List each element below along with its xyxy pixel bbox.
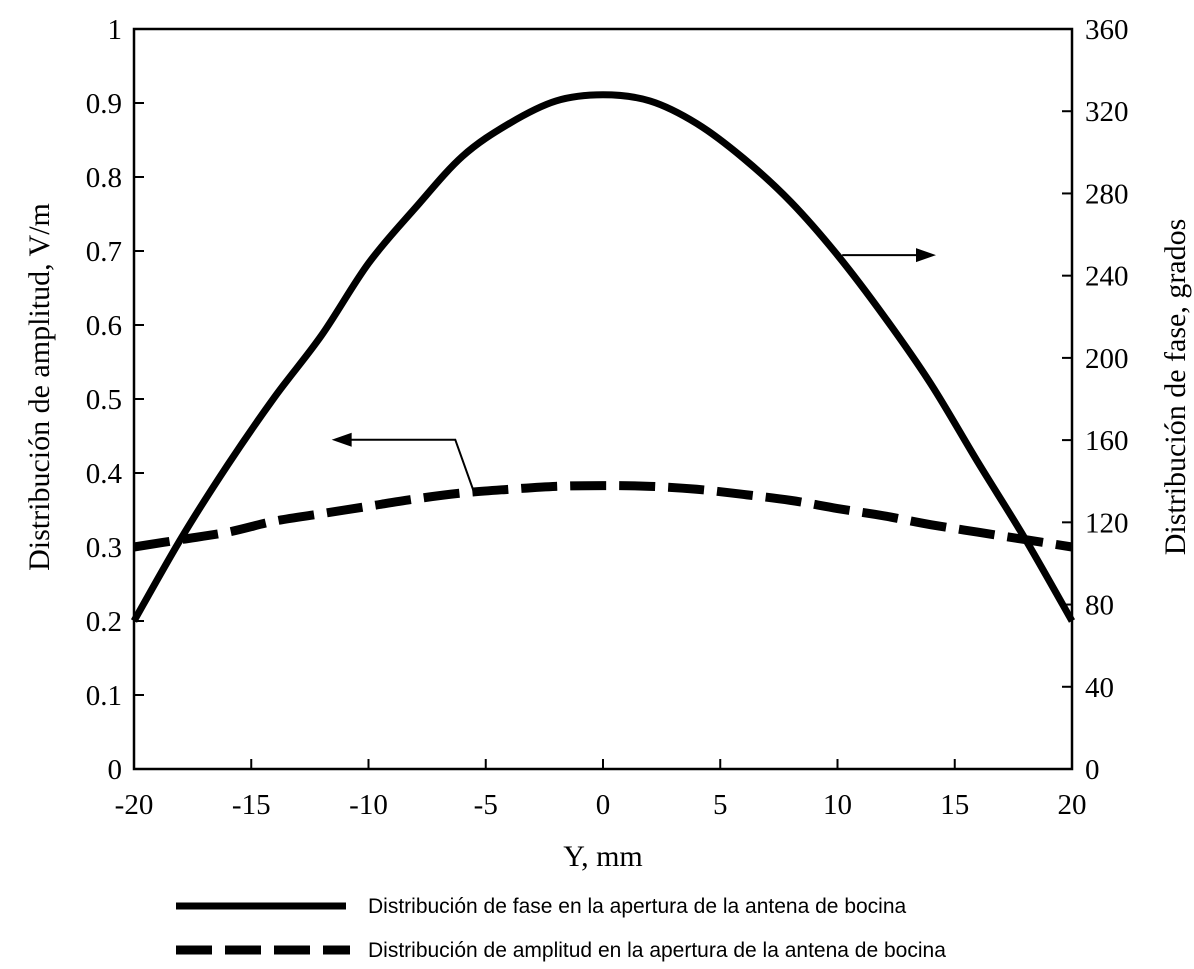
x-tick-label: -10 (349, 789, 388, 821)
y-right-tick-label: 0 (1085, 754, 1100, 786)
y-right-tick-label: 280 (1085, 178, 1129, 210)
x-tick-label: 10 (823, 789, 852, 821)
x-axis-title: Y, mm (563, 840, 642, 873)
y-left-tick-label: 0.6 (86, 310, 122, 342)
y-axis-right-title: Distribución de fase, grados (1159, 219, 1192, 556)
y-right-tick-label: 80 (1085, 590, 1114, 622)
x-tick-label: -5 (474, 789, 498, 821)
y-right-tick-label: 160 (1085, 425, 1129, 457)
amplitude-arrow-head (331, 432, 352, 447)
y-axis-left-title: Distribución de amplitud, V/m (23, 203, 56, 571)
x-tick-label: 5 (713, 789, 728, 821)
y-left-tick-label: 0.1 (86, 680, 122, 712)
series-line-amplitude (133, 481, 1073, 552)
series-group (130, 91, 1076, 623)
y-right-tick-label: 120 (1085, 507, 1129, 539)
tick-labels: -20 -15 -10 -5 0 5 10 15 2000.10.20.30.40.50.60.… (86, 14, 1129, 821)
x-tick-label: -15 (232, 789, 271, 821)
legend-label-amplitude: Distribución de amplitud en la apertura … (368, 939, 946, 962)
y-left-tick-label: 0.7 (86, 236, 122, 268)
y-right-tick-label: 240 (1085, 261, 1129, 293)
y-right-tick-label: 360 (1085, 14, 1129, 46)
y-left-tick-label: 0.2 (86, 606, 122, 638)
y-left-tick-label: 0.8 (86, 162, 122, 194)
y-right-tick-label: 320 (1085, 96, 1129, 128)
y-left-tick-label: 1 (108, 14, 123, 46)
legend-label-phase: Distribución de fase en la apertura de l… (368, 895, 907, 918)
y-right-tick-label: 200 (1085, 343, 1129, 375)
x-tick-label: 15 (940, 789, 969, 821)
y-left-tick-label: 0.9 (86, 88, 122, 120)
legend: Distribución de fase en la apertura de l… (176, 895, 946, 962)
y-left-tick-label: 0 (108, 754, 123, 786)
y-left-tick-label: 0.3 (86, 532, 122, 564)
amplitude-arrow-shaft (335, 438, 475, 493)
series-line-phase (130, 91, 1076, 623)
x-tick-label: 0 (596, 789, 611, 821)
x-tick-label: -20 (115, 789, 154, 821)
y-left-tick-label: 0.5 (86, 384, 122, 416)
annotation-arrows (331, 248, 936, 493)
y-left-tick-label: 0.4 (86, 458, 123, 490)
y-right-tick-label: 40 (1085, 672, 1114, 704)
x-tick-label: 20 (1058, 789, 1087, 821)
phase-arrow-head (915, 248, 936, 263)
